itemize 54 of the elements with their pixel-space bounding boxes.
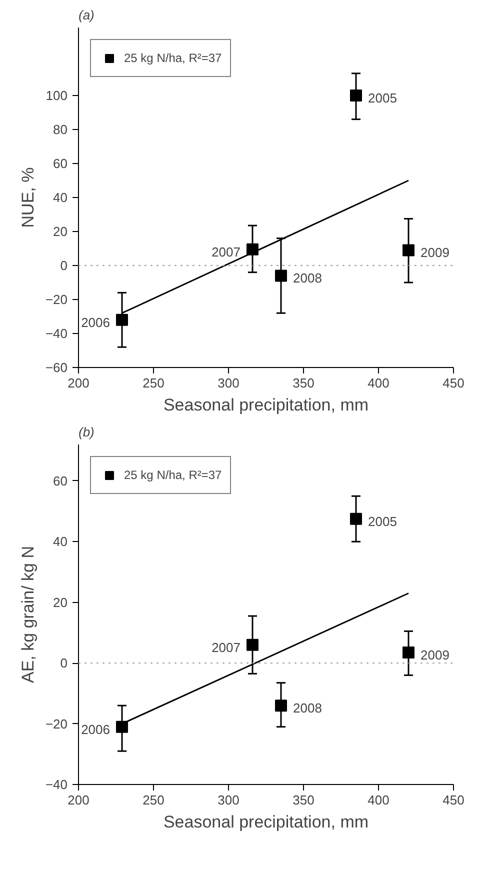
x-tick-label: 300 <box>218 792 240 808</box>
point <box>275 700 287 712</box>
y-axis-title: NUE, % <box>18 167 38 228</box>
y-tick-label: 60 <box>53 473 68 488</box>
y-tick-label: 60 <box>53 156 68 171</box>
point <box>402 646 414 658</box>
annotation: 2008 <box>293 270 322 286</box>
annotation: 2009 <box>420 245 450 260</box>
annotation: 2005 <box>368 90 397 106</box>
y-tick-label: −40 <box>45 326 68 341</box>
x-tick-label: 250 <box>142 792 164 808</box>
annotation: 2006 <box>81 722 110 737</box>
annotation: 2007 <box>212 640 240 655</box>
y-tick-label: 20 <box>53 224 68 239</box>
annotation: 2009 <box>420 647 450 662</box>
x-tick-label: 250 <box>142 376 164 390</box>
x-tick-label: 350 <box>292 376 314 390</box>
point <box>116 720 128 733</box>
legend-label: 25 kg N/ha, R²=37 <box>124 468 222 482</box>
y-tick-label: 0 <box>60 258 68 273</box>
chart-title: (b) <box>78 424 94 440</box>
y-tick-label: 40 <box>53 534 68 550</box>
y-tick-label: −60 <box>45 360 68 375</box>
legend-label: 25 kg N/ha, R²=37 <box>124 51 222 65</box>
annotation: 2008 <box>293 700 322 716</box>
y-tick-label: 100 <box>46 88 68 103</box>
y-axis-title: AE, kg grain/ kg N <box>18 546 38 683</box>
y-tick-label: −20 <box>45 292 68 307</box>
x-tick-label: 450 <box>442 376 464 390</box>
y-tick-label: −20 <box>45 716 68 732</box>
x-axis-title: Seasonal precipitation, mm <box>163 396 369 414</box>
point <box>275 270 287 282</box>
point <box>350 90 362 102</box>
y-tick-label: 0 <box>60 656 68 671</box>
x-tick-label: 200 <box>68 792 90 808</box>
x-tick-label: 200 <box>68 376 90 390</box>
x-tick-label: 350 <box>292 792 314 808</box>
annotation: 2006 <box>81 314 110 330</box>
point <box>350 512 362 525</box>
y-tick-label: −40 <box>45 777 68 792</box>
x-axis-title: Seasonal precipitation, mm <box>163 812 369 832</box>
annotation: 2007 <box>212 244 240 260</box>
point <box>402 244 414 256</box>
x-tick-label: 450 <box>442 792 464 808</box>
x-tick-label: 400 <box>368 376 390 390</box>
y-tick-label: 20 <box>53 594 68 610</box>
x-tick-label: 300 <box>218 376 240 390</box>
y-tick-label: 40 <box>53 190 68 205</box>
x-tick-label: 400 <box>368 792 390 808</box>
annotation: 2005 <box>368 514 397 529</box>
chart-title: (a) <box>78 8 94 22</box>
point <box>246 638 258 651</box>
point <box>116 314 128 326</box>
y-tick-label: 80 <box>53 122 68 137</box>
